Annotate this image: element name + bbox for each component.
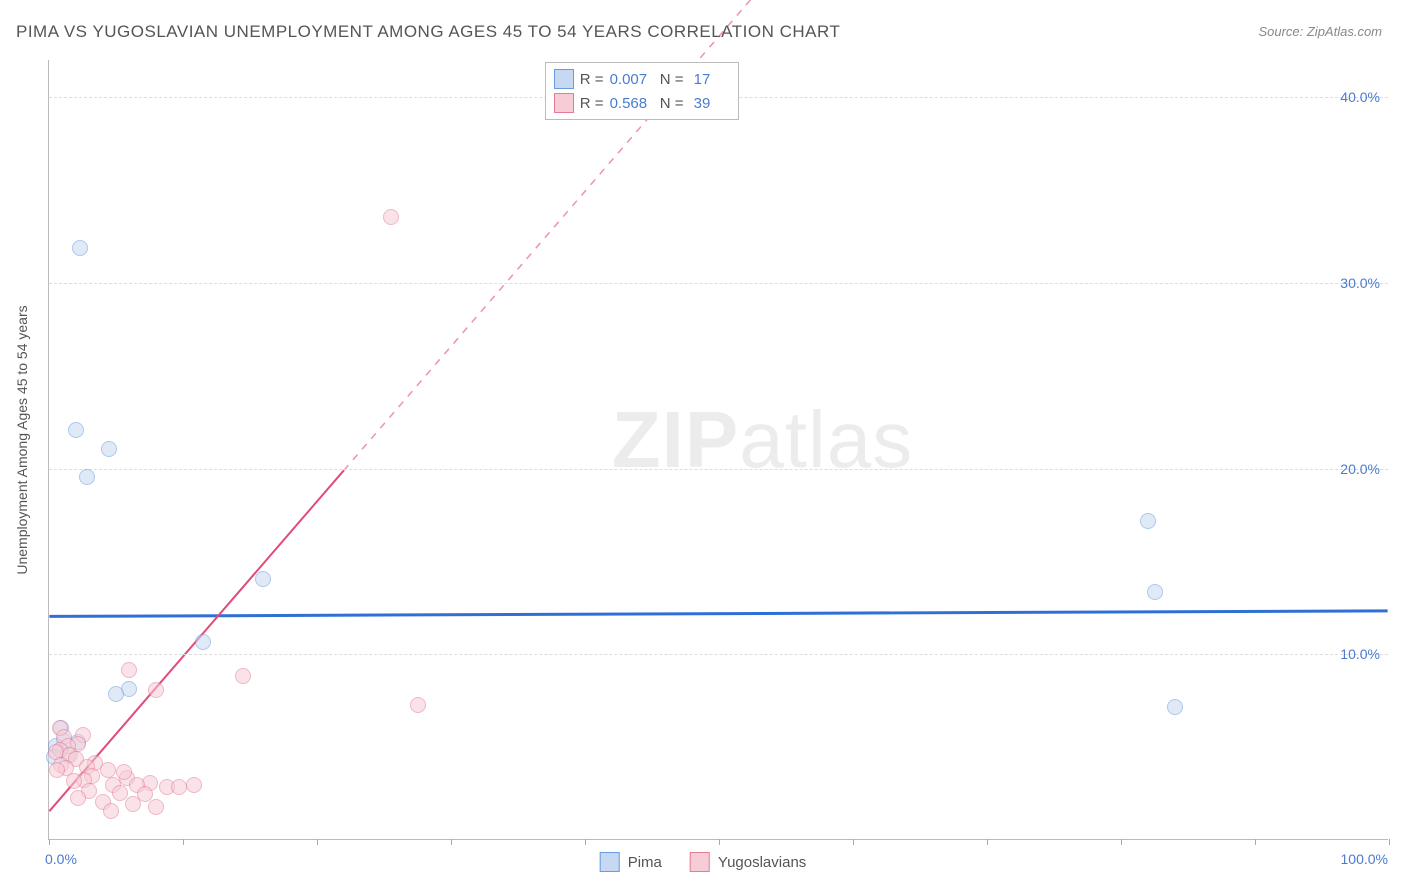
scatter-point [186,777,202,793]
scatter-point [100,762,116,778]
x-tick [317,839,318,845]
scatter-point [103,803,119,819]
scatter-point [383,209,399,225]
legend-swatch [600,852,620,872]
watermark: ZIPatlas [612,394,913,486]
scatter-point [112,785,128,801]
scatter-point [148,799,164,815]
scatter-point [121,662,137,678]
scatter-point [410,697,426,713]
chart-title: PIMA VS YUGOSLAVIAN UNEMPLOYMENT AMONG A… [16,22,840,42]
gridline-h [49,469,1388,470]
x-tick [585,839,586,845]
scatter-point [1167,699,1183,715]
scatter-point [72,240,88,256]
stat-r-label: R = [580,95,604,112]
regression-lines-layer [49,60,1388,839]
x-tick [1255,839,1256,845]
stat-n-label: N = [656,71,684,88]
scatter-point [148,682,164,698]
y-tick-label: 20.0% [1340,461,1380,477]
legend-swatch [690,852,710,872]
scatter-point [101,441,117,457]
source-attribution: Source: ZipAtlas.com [1258,24,1382,39]
scatter-point [66,773,82,789]
stat-r-label: R = [580,71,604,88]
legend-swatch [554,93,574,113]
y-tick-label: 30.0% [1340,275,1380,291]
stat-r-value: 0.568 [610,95,650,112]
x-tick [719,839,720,845]
regression-line [49,611,1387,617]
y-axis-label: Unemployment Among Ages 45 to 54 years [14,305,30,574]
plot-area: ZIPatlas R =0.007 N = 17R =0.568 N = 39 … [48,60,1388,840]
x-tick [1121,839,1122,845]
scatter-point [49,762,65,778]
scatter-point [116,764,132,780]
x-tick [1389,839,1390,845]
x-tick [853,839,854,845]
legend-item: Pima [600,852,662,872]
scatter-point [255,571,271,587]
legend-label: Yugoslavians [718,854,806,871]
stat-n-value: 17 [690,71,730,88]
x-tick [49,839,50,845]
legend-bottom: Pima Yugoslavians [600,852,807,872]
scatter-point [108,686,124,702]
y-tick-label: 40.0% [1340,89,1380,105]
x-tick-label: 100.0% [1341,851,1388,867]
scatter-point [1147,584,1163,600]
legend-stats-row: R = 0.568 N = 39 [554,91,730,115]
y-tick-label: 10.0% [1340,646,1380,662]
x-tick [183,839,184,845]
stat-n-value: 39 [690,95,730,112]
legend-swatch [554,69,574,89]
legend-item: Yugoslavians [690,852,806,872]
regression-line-extrapolated [344,0,1388,470]
scatter-point [1140,513,1156,529]
legend-stats-row: R = 0.007 N = 17 [554,67,730,91]
x-tick [451,839,452,845]
x-tick-label: 0.0% [45,851,77,867]
scatter-point [125,796,141,812]
stat-r-value: 0.007 [610,71,650,88]
gridline-h [49,283,1388,284]
x-tick [987,839,988,845]
scatter-point [79,469,95,485]
scatter-point [68,422,84,438]
scatter-point [171,779,187,795]
scatter-point [235,668,251,684]
legend-label: Pima [628,854,662,871]
gridline-h [49,654,1388,655]
scatter-point [70,790,86,806]
scatter-point [195,634,211,650]
stat-n-label: N = [656,95,684,112]
legend-stats-box: R = 0.007 N = 17 R = 0.568 N = 39 [545,62,739,120]
